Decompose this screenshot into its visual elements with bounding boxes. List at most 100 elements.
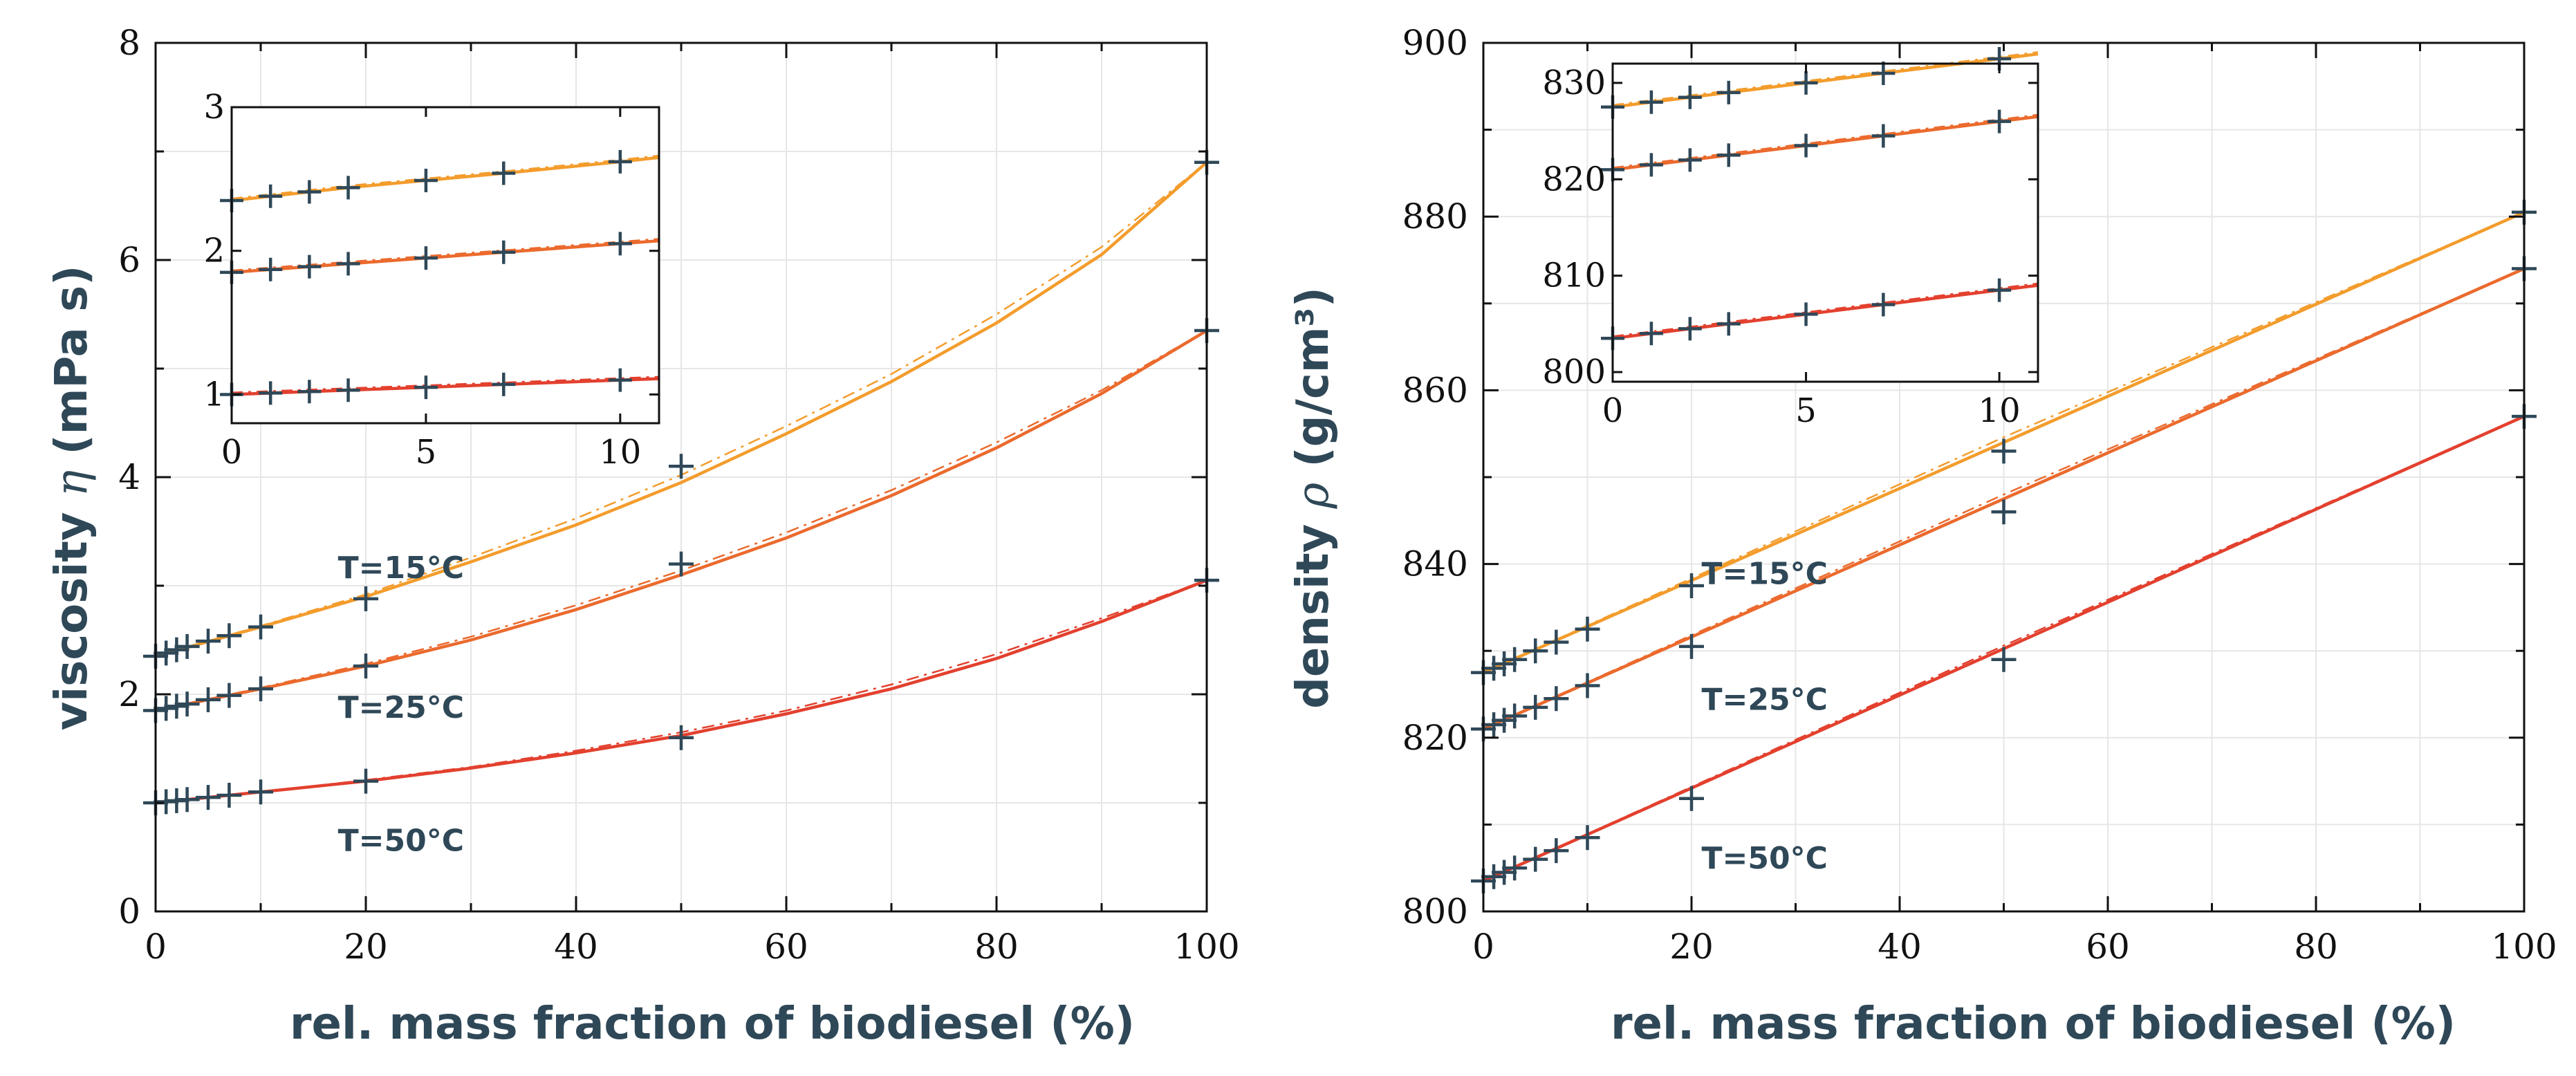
density-inset-ticks: 0 5 10 800 810 820 830 [1542,64,2038,430]
density-y-tick-label: 800 [1402,891,1468,931]
density-inset-series-0-point [1639,90,1663,114]
density-series-2-point [1523,846,1548,872]
viscosity-inset: 0 5 10 1 2 3 [203,88,660,472]
density-series-label: T=50°C [1702,841,1828,876]
viscosity-inset-y-tick-label: 2 [203,232,225,270]
viscosity-series-label: T=50°C [338,823,464,858]
density-x-tick-label: 40 [1878,927,1922,967]
viscosity-inset-series-0-point [608,149,632,174]
density-y-axis-label: density ρ (g/cm³) [1288,287,1339,709]
viscosity-x-axis-label: rel. mass fraction of biodiesel (%) [290,999,1135,1050]
density-inset-series-0-dashdot [1612,51,2039,106]
density-series-2-point [1991,647,2017,672]
density-inset-series-1-dashdot [1612,113,2039,169]
density-series-label: T=15°C [1702,556,1828,591]
density-inset-series-2-point [1639,322,1663,346]
viscosity-inset-y-tick-label: 3 [203,88,225,127]
density-inset-frame [1611,62,2039,383]
viscosity-y-axis-text: viscosity [46,512,98,730]
viscosity-inset-series-0-point [492,161,516,185]
density-series-0-point [1679,573,1704,598]
viscosity-y-tick-label: 2 [118,674,140,714]
density-series-0-point [1492,651,1517,677]
density-inset-border [1611,62,2039,383]
density-series-0-point [1523,638,1548,664]
viscosity-series-0-point [216,623,242,649]
density-inset-x-tick-label: 5 [1795,391,1817,430]
density-series-1-point [1492,707,1517,733]
density-series-0-fit-dashdot [1483,211,2525,674]
density-y-axis-text: density [1288,524,1339,709]
viscosity-series-1-point [248,676,273,702]
viscosity-inset-series-2-point [259,381,283,405]
viscosity-inset-background [232,107,659,423]
density-inset-series-2-point [1678,317,1702,341]
density-series-1-point [1544,686,1569,712]
density-y-axis-symbol: ρ [1288,482,1339,509]
viscosity-series-1-point [216,683,242,708]
viscosity-inset-series-1-point [492,240,516,264]
density-series-label: T=25°C [1702,682,1828,717]
viscosity-inset-border [230,106,660,425]
viscosity-inset-series-1-point [336,252,360,276]
viscosity-inset-series-1-point [414,246,438,270]
viscosity-inset-series-0-point [336,176,360,200]
viscosity-series-0-fit-line [155,161,1208,658]
density-inset-y-tick-label: 820 [1542,160,1606,198]
viscosity-series-0-point [154,640,179,666]
density-series-1-point [1679,633,1704,659]
viscosity-series-1-point [174,692,200,717]
viscosity-series-label: T=25°C [338,690,464,725]
density-inset-series-1-point [1716,143,1741,167]
viscosity-series-0-point [248,614,273,640]
density-series-0-point [1575,616,1600,642]
density-inset-series-1-point [1639,153,1663,177]
viscosity-series-2-point [216,783,242,808]
density-series-0-point [1481,656,1507,681]
density-inset-series-2-dashdot [1612,282,2039,337]
density-x-tick-label: 0 [1472,927,1494,967]
viscosity-inset-series-0-point [297,180,322,204]
density-x-tick-label: 20 [1669,927,1714,967]
viscosity-series-2-point [196,785,221,810]
density-inset-series-0-point [1871,61,1896,85]
viscosity-y-tick-label: 0 [118,891,140,931]
viscosity-inset-series-0-point [259,184,283,208]
viscosity-inset-x-tick-label: 10 [599,433,641,472]
density-inset-series-0-point [1678,85,1702,109]
density-inset-series-2-point [1794,302,1818,326]
density-y-tick-label: 820 [1402,718,1468,758]
viscosity-series-1-point [164,694,189,719]
viscosity-y-axis-label: viscosity η (mPa s) [46,266,98,731]
viscosity-inset-series-2-point [414,375,438,400]
viscosity-series-0-point [174,633,200,659]
viscosity-x-tick-label: 60 [764,927,808,967]
viscosity-inset-series-1-point [608,232,632,256]
viscosity-series-2-point [669,725,694,750]
viscosity-series-0-point [669,454,694,479]
viscosity-series-labels: T=15°C T=25°C T=50°C [338,550,464,858]
density-inset-series-1-point [1871,124,1896,148]
density-series-2-point [1481,864,1507,889]
viscosity-inset-y-tick-label: 1 [203,375,225,414]
density-y-tick-label: 900 [1402,23,1468,63]
viscosity-y-tick-label: 8 [118,23,140,63]
density-inset-y-tick-label: 800 [1542,353,1606,391]
viscosity-series-2-point [248,779,273,805]
density-series-2-point [1679,786,1704,811]
density-series-1-point [1991,499,2017,525]
density-inset-series-1-point [1794,133,1818,158]
density-inset: 0 5 10 800 810 820 830 [1542,47,2039,430]
viscosity-x-tick-label: 0 [145,927,167,967]
density-x-tick-label: 100 [2491,927,2557,967]
density-inset-series-0-point [1716,80,1741,104]
density-y-axis-unit: (g/cm³) [1288,287,1339,467]
viscosity-series-2-point [353,768,378,794]
density-series-0-point [1544,629,1569,655]
density-inset-series-2-point [1871,293,1896,317]
viscosity-series-1-point [353,653,378,679]
